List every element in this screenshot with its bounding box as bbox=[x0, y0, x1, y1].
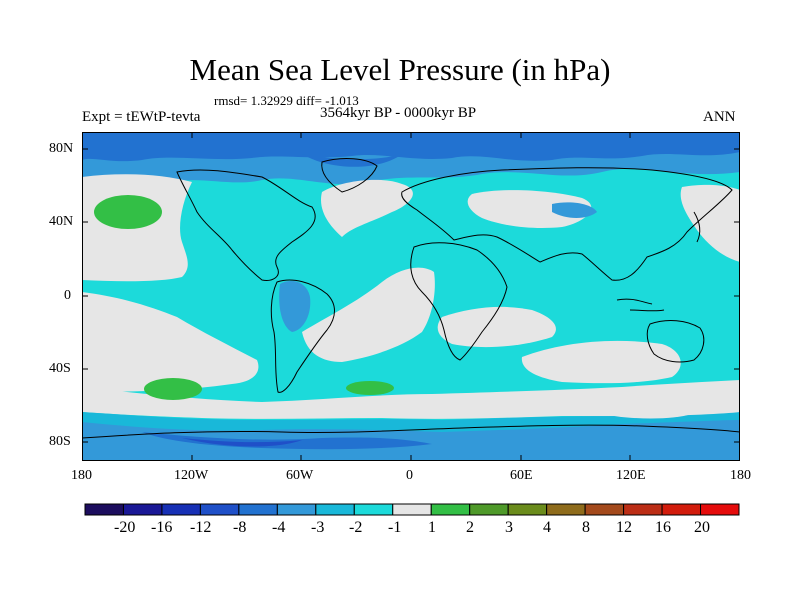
colorbar-swatch bbox=[199, 503, 240, 516]
colorbar-swatch bbox=[392, 503, 432, 516]
field-minus4-arctic-patch bbox=[302, 154, 402, 167]
colorbar-swatch bbox=[276, 503, 317, 516]
colorbar-swatch bbox=[584, 503, 625, 516]
coast-greenland bbox=[321, 158, 378, 193]
colorbar-swatch bbox=[84, 503, 124, 516]
colorbar-label: 8 bbox=[582, 519, 590, 536]
colorbar-swatch bbox=[430, 503, 471, 516]
colorbar-swatch bbox=[122, 503, 163, 516]
x-label-0: 0 bbox=[406, 468, 413, 483]
colorbar-swatch bbox=[469, 503, 509, 516]
colorbar-swatch bbox=[661, 503, 702, 516]
colorbar-label: 1 bbox=[428, 519, 436, 536]
colorbar-swatch bbox=[161, 503, 201, 516]
colorbar-label: -20 bbox=[114, 519, 136, 536]
colorbar-swatch bbox=[238, 503, 278, 516]
colorbar-swatch bbox=[507, 503, 548, 516]
field-plus2-satlantic bbox=[346, 381, 394, 395]
field-neutral-southern-band bbox=[82, 380, 740, 419]
colorbar-swatch bbox=[623, 503, 663, 516]
field-neutral-sindian bbox=[521, 340, 681, 384]
field-minus4-south bbox=[142, 432, 432, 450]
field-neutral-eurasia bbox=[467, 190, 592, 228]
field-minus4-north bbox=[82, 132, 740, 162]
colorbar-label: 20 bbox=[694, 519, 710, 536]
x-label-60e: 60E bbox=[510, 468, 533, 483]
colorbar-label: -16 bbox=[151, 519, 173, 536]
colorbar-label: 3 bbox=[505, 519, 513, 536]
y-label-0: 0 bbox=[64, 288, 71, 303]
colorbar-swatch bbox=[546, 503, 586, 516]
coast-japan bbox=[693, 211, 701, 243]
field-neutral-eastasia bbox=[680, 184, 740, 262]
field-neutral-indian bbox=[437, 306, 556, 348]
colorbar-label: 2 bbox=[466, 519, 474, 536]
field-neutral-satlantic bbox=[302, 267, 435, 362]
period-label: 3564kyr BP - 0000kyr BP bbox=[320, 105, 477, 121]
y-label-40n: 40N bbox=[49, 214, 74, 229]
chart-title: Mean Sea Level Pressure (in hPa) bbox=[189, 52, 611, 87]
colorbar-label: -3 bbox=[311, 519, 325, 536]
pressure-map bbox=[82, 132, 740, 461]
colorbar bbox=[84, 503, 740, 516]
y-label-80n: 80N bbox=[49, 141, 74, 156]
season-label: ANN bbox=[703, 109, 736, 125]
x-label-120w: 120W bbox=[174, 468, 209, 483]
x-label-120e: 120E bbox=[616, 468, 646, 483]
field-neutral-spacific bbox=[82, 292, 259, 392]
colorbar-label: -8 bbox=[233, 519, 247, 536]
y-label-40s: 40S bbox=[49, 361, 71, 376]
coast-antarctica bbox=[82, 424, 740, 439]
colorbar-label: 4 bbox=[543, 519, 551, 536]
colorbar-label: 16 bbox=[655, 519, 671, 536]
colorbar-label: -2 bbox=[349, 519, 363, 536]
field-plus2-spacific bbox=[144, 378, 202, 400]
coast-south-america bbox=[270, 279, 335, 393]
field-neutral-antarctic-dots bbox=[602, 411, 692, 419]
coast-africa bbox=[410, 242, 508, 361]
field-minus8-south bbox=[182, 438, 302, 447]
colorbar-swatch bbox=[353, 503, 394, 516]
colorbar-swatch bbox=[315, 503, 355, 516]
field-minus3-indian-patch bbox=[552, 202, 597, 218]
coast-eurasia bbox=[401, 167, 733, 281]
coast-indonesia bbox=[616, 298, 665, 312]
colorbar-swatch bbox=[700, 503, 740, 516]
colorbar-label: -4 bbox=[272, 519, 286, 536]
coast-australia bbox=[646, 320, 705, 363]
field-plus2-npacific bbox=[94, 195, 162, 229]
colorbar-label: -1 bbox=[388, 519, 402, 536]
stats-text: rmsd= 1.32929 diff= -1.013 bbox=[214, 93, 359, 108]
y-label-80s: 80S bbox=[49, 434, 71, 449]
colorbar-label: -12 bbox=[190, 519, 212, 536]
field-minus3-south bbox=[82, 420, 740, 461]
field-neutral-natlantic bbox=[321, 179, 413, 237]
field-minus3-samerica bbox=[279, 280, 311, 332]
x-label-60w: 60W bbox=[286, 468, 314, 483]
x-label-180e: 180 bbox=[730, 468, 751, 483]
coast-north-america bbox=[176, 169, 316, 281]
x-label-180w: 180 bbox=[71, 468, 92, 483]
experiment-label: Expt = tEWtP-tevta bbox=[82, 109, 201, 125]
colorbar-label: 12 bbox=[616, 519, 632, 536]
